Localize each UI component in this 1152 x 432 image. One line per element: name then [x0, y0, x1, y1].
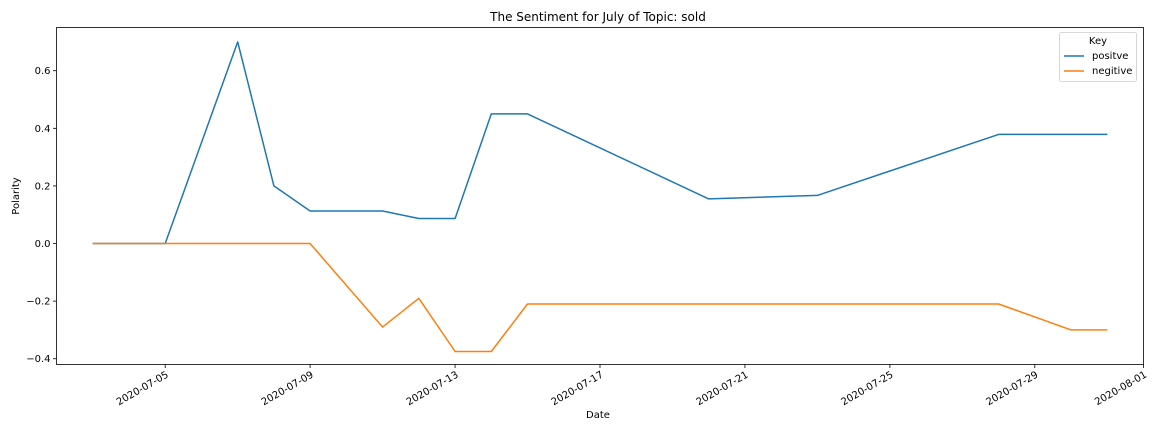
y-tick-label: −0.4 — [26, 354, 50, 365]
x-tick-label: 2020-07-21 — [695, 370, 751, 409]
x-tick-label: 2020-08-01 — [1093, 370, 1149, 409]
plot-area — [56, 27, 1144, 365]
legend-title: Key — [1089, 36, 1107, 47]
legend: Key positve negitive — [1059, 32, 1137, 82]
y-tick-label: −0.2 — [26, 297, 50, 308]
x-tick-label: 2020-07-29 — [984, 370, 1040, 409]
legend-box — [1059, 32, 1137, 82]
series-line-positve — [92, 41, 1108, 245]
series-line-negitive — [92, 242, 1108, 353]
y-tick-label: 0.6 — [35, 66, 51, 77]
x-tick-label: 2020-07-05 — [115, 370, 171, 409]
y-tick-label: 0.0 — [35, 239, 51, 250]
y-axis-label: Polarity — [11, 177, 22, 215]
chart-title: The Sentiment for July of Topic: sold — [489, 10, 706, 24]
y-axis: −0.4 −0.2 0.0 0.2 0.4 0.6 — [26, 66, 57, 365]
x-axis-label: Date — [586, 410, 610, 421]
legend-entry-positve: positve — [1092, 51, 1128, 62]
y-tick-label: 0.2 — [35, 181, 51, 192]
series-lines — [92, 41, 1108, 353]
x-tick-label: 2020-07-25 — [840, 370, 896, 409]
x-tick-label: 2020-07-09 — [260, 370, 316, 409]
x-tick-label: 2020-07-17 — [550, 370, 606, 409]
legend-entry-negitive: negitive — [1092, 66, 1132, 77]
x-axis: 2020-07-05 2020-07-09 2020-07-13 2020-07-17… — [115, 364, 1149, 409]
x-tick-label: 2020-07-13 — [405, 370, 461, 409]
y-tick-label: 0.4 — [35, 124, 51, 135]
